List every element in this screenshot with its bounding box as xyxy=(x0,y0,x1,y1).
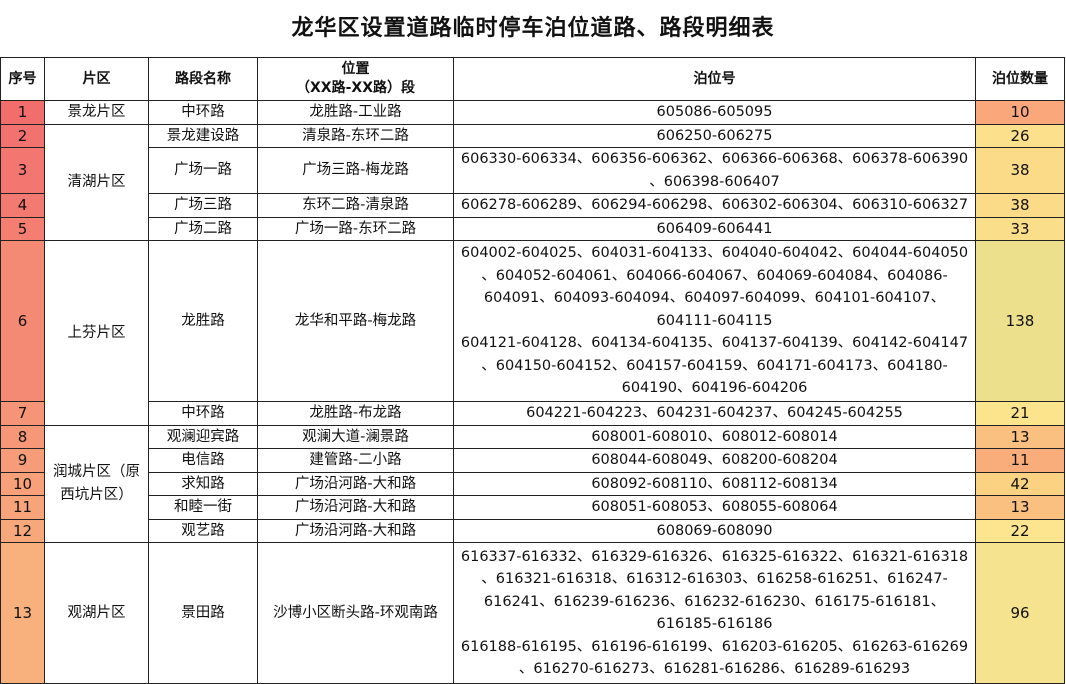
seq-cell: 9 xyxy=(0,448,45,473)
table-row: 7 中环路 龙胜路-布龙路 604221-604223、604231-604237、6… xyxy=(0,401,1065,426)
seq-cell: 4 xyxy=(0,193,45,218)
area-cell: 润城片区（原西坑片区） xyxy=(44,424,149,543)
berth-cell: 608051-608053、608055-608064 xyxy=(453,495,976,520)
table-row: 2 清湖片区 景龙建设路 清泉路-东环二路 606250-606275 26 xyxy=(0,123,1065,241)
area-cell: 观湖片区 xyxy=(44,542,149,684)
road-cell: 中环路 xyxy=(148,401,258,426)
header-count: 泊位数量 xyxy=(975,57,1065,101)
road-cell: 电信路 xyxy=(148,448,258,473)
road-cell: 观澜迎宾路 xyxy=(148,424,258,449)
berth-cell: 608092-608110、608112-608134 xyxy=(453,471,976,496)
road-cell: 求知路 xyxy=(148,471,258,496)
count-cell: 26 xyxy=(975,123,1065,148)
seq-cell: 10 xyxy=(0,471,45,496)
seq-cell: 2 xyxy=(0,123,45,148)
berth-cell: 608001-608010、608012-608014 xyxy=(453,424,976,449)
table-row: 11 和睦一街 广场沿河路-大和路 608051-608053、608055-6080… xyxy=(0,495,1065,520)
berth-cell: 605086-605095 xyxy=(453,100,976,125)
location-cell: 广场一路-东环二路 xyxy=(257,216,454,241)
seq-cell: 12 xyxy=(0,518,45,543)
road-cell: 广场一路 xyxy=(148,147,258,194)
road-cell: 广场三路 xyxy=(148,193,258,218)
table-row: 4 广场三路 东环二路-清泉路 606278-606289、606294-606298… xyxy=(0,193,1065,218)
location-cell: 观澜大道-澜景路 xyxy=(257,424,454,449)
area-cell: 上芬片区 xyxy=(44,240,149,426)
header-location: 位置 （XX路-XX路）段 xyxy=(257,57,454,101)
seq-cell: 11 xyxy=(0,495,45,520)
count-cell: 38 xyxy=(975,147,1065,194)
count-cell: 10 xyxy=(975,100,1065,125)
count-cell: 22 xyxy=(975,518,1065,543)
header-seq: 序号 xyxy=(0,57,45,101)
road-cell: 景龙建设路 xyxy=(148,123,258,148)
parking-berth-table: 序号 片区 路段名称 位置 （XX路-XX路）段 泊位号 泊位数量 1 景龙片区中… xyxy=(0,57,1065,684)
berth-cell: 608069-608090 xyxy=(453,518,976,543)
road-cell: 龙胜路 xyxy=(148,240,258,402)
berth-cell: 604221-604223、604231-604237、604245-60425… xyxy=(453,401,976,426)
berth-cell: 604002-604025、604031-604133、604040-60404… xyxy=(453,240,976,402)
location-cell: 广场三路-梅龙路 xyxy=(257,147,454,194)
seq-cell: 5 xyxy=(0,216,45,241)
berth-cell: 606250-606275 xyxy=(453,123,976,148)
table-row: 3 广场一路 广场三路-梅龙路 606330-606334、606356-606362… xyxy=(0,147,1065,194)
table-row: 10 求知路 广场沿河路-大和路 608092-608110、608112-60813… xyxy=(0,471,1065,496)
road-cell: 中环路 xyxy=(148,100,258,125)
location-cell: 建管路-二小路 xyxy=(257,448,454,473)
location-cell: 广场沿河路-大和路 xyxy=(257,495,454,520)
table-row: 6 上芬片区 龙胜路 龙华和平路-梅龙路 604002-604025、604031-60… xyxy=(0,240,1065,426)
road-cell: 观艺路 xyxy=(148,518,258,543)
count-cell: 21 xyxy=(975,401,1065,426)
count-cell: 33 xyxy=(975,216,1065,241)
area-cell: 清湖片区 xyxy=(44,123,149,241)
berth-cell: 606409-606441 xyxy=(453,216,976,241)
berth-cell: 606278-606289、606294-606298、606302-60630… xyxy=(453,193,976,218)
location-cell: 龙胜路-布龙路 xyxy=(257,401,454,426)
seq-cell: 6 xyxy=(0,240,45,402)
table-row: 13 观湖片区 景田路 沙博小区断头路-环观南路 616337-616332、61632… xyxy=(0,542,1065,684)
seq-cell: 8 xyxy=(0,424,45,449)
location-cell: 广场沿河路-大和路 xyxy=(257,518,454,543)
header-road: 路段名称 xyxy=(148,57,258,101)
count-cell: 11 xyxy=(975,448,1065,473)
count-cell: 138 xyxy=(975,240,1065,402)
berth-cell: 606330-606334、606356-606362、606366-60636… xyxy=(453,147,976,194)
count-cell: 13 xyxy=(975,424,1065,449)
area-cell: 景龙片区 xyxy=(44,100,149,125)
location-cell: 沙博小区断头路-环观南路 xyxy=(257,542,454,684)
table-row: 9 电信路 建管路-二小路 608044-608049、608200-608204 11 xyxy=(0,448,1065,473)
location-cell: 广场沿河路-大和路 xyxy=(257,471,454,496)
seq-cell: 13 xyxy=(0,542,45,684)
table-row: 12 观艺路 广场沿河路-大和路 608069-608090 22 xyxy=(0,518,1065,543)
header-area: 片区 xyxy=(44,57,149,101)
road-cell: 和睦一街 xyxy=(148,495,258,520)
road-cell: 景田路 xyxy=(148,542,258,684)
header-row: 序号 片区 路段名称 位置 （XX路-XX路）段 泊位号 泊位数量 xyxy=(0,57,1065,101)
table-row: 1 景龙片区 中环路 龙胜路-工业路 605086-605095 10 xyxy=(0,100,1065,125)
count-cell: 96 xyxy=(975,542,1065,684)
count-cell: 42 xyxy=(975,471,1065,496)
page-title: 龙华区设置道路临时停车泊位道路、路段明细表 xyxy=(291,16,775,41)
berth-cell: 616337-616332、616329-616326、616325-61632… xyxy=(453,542,976,684)
location-cell: 龙胜路-工业路 xyxy=(257,100,454,125)
seq-cell: 1 xyxy=(0,100,45,125)
berth-cell: 608044-608049、608200-608204 xyxy=(453,448,976,473)
location-cell: 龙华和平路-梅龙路 xyxy=(257,240,454,402)
road-cell: 广场二路 xyxy=(148,216,258,241)
count-cell: 13 xyxy=(975,495,1065,520)
header-berth: 泊位号 xyxy=(453,57,976,101)
table-row: 5 广场二路 广场一路-东环二路 606409-606441 33 xyxy=(0,216,1065,241)
seq-cell: 3 xyxy=(0,147,45,194)
table-row: 8 润城片区（原西坑片区） 观澜迎宾路 观澜大道-澜景路 608001-608010、6… xyxy=(0,424,1065,543)
location-cell: 东环二路-清泉路 xyxy=(257,193,454,218)
location-cell: 清泉路-东环二路 xyxy=(257,123,454,148)
seq-cell: 7 xyxy=(0,401,45,426)
count-cell: 38 xyxy=(975,193,1065,218)
